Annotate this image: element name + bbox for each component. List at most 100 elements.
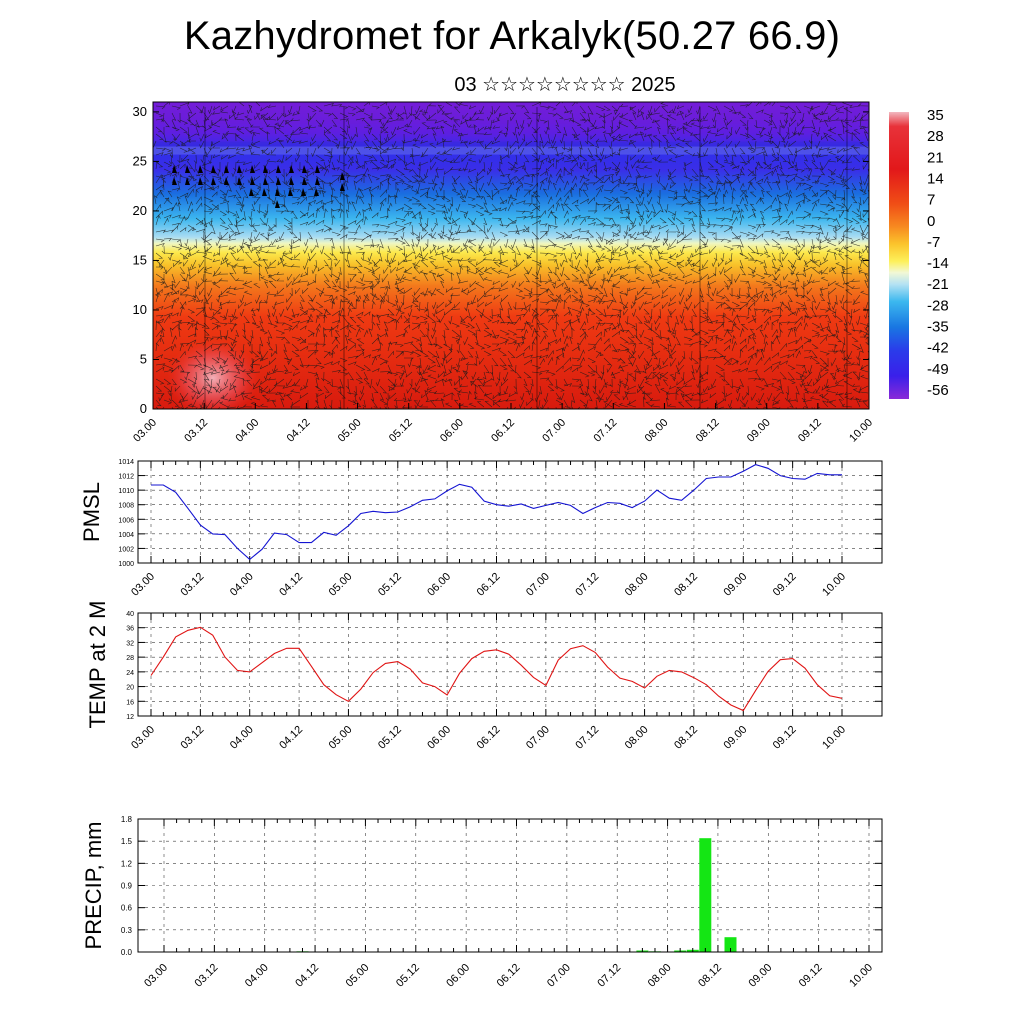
wind-flag xyxy=(249,188,254,196)
x-tick-label: 07.12 xyxy=(591,417,619,445)
colorbar-label: 21 xyxy=(927,149,944,166)
y-tick-label: 1008 xyxy=(118,503,134,510)
wind-flag xyxy=(237,165,242,173)
wind-flag xyxy=(250,177,255,185)
x-tick-label: 08.12 xyxy=(694,417,722,445)
wind-flag xyxy=(315,165,320,173)
wind-flag xyxy=(315,177,320,185)
x-tick-label: 03.00 xyxy=(129,571,157,599)
x-tick-label: 03.12 xyxy=(179,571,207,599)
wind-flag xyxy=(262,188,267,196)
wind-flag xyxy=(275,188,280,196)
wind-flag xyxy=(224,165,229,173)
y-tick-label: 1006 xyxy=(118,517,134,524)
colorbar-label: -28 xyxy=(927,297,949,314)
y-tick-label: 0.0 xyxy=(121,948,133,957)
column-lines xyxy=(204,107,848,409)
x-tick-label: 05.00 xyxy=(336,417,364,445)
x-tick-label: 04.12 xyxy=(277,724,305,752)
colorbar-label: -21 xyxy=(927,276,949,293)
x-tick-label: 03.12 xyxy=(182,417,210,445)
x-tick-label: 03.12 xyxy=(193,962,221,990)
x-tick-label: 08.00 xyxy=(623,724,651,752)
x-tick-label: 08.12 xyxy=(696,962,724,990)
x-tick-label: 10.00 xyxy=(820,571,848,599)
y-tick-label: 5 xyxy=(140,351,147,366)
temp-grid xyxy=(138,612,882,717)
y-tick-label: 25 xyxy=(133,153,147,168)
y-tick-label: 12 xyxy=(126,714,134,721)
cross-section-panel: 03.00 03.12 04.00 04.12 05.00 05.12 06.00 06.12… xyxy=(131,101,875,445)
x-tick-label: 06.00 xyxy=(425,724,453,752)
colorbar-label: -7 xyxy=(927,234,940,251)
x-tick-label: 03.00 xyxy=(142,962,170,990)
wind-barbs xyxy=(153,102,869,409)
y-tick-label: 20 xyxy=(133,203,147,218)
x-tick-label: 09.00 xyxy=(745,417,773,445)
x-tick-label: 09.00 xyxy=(721,571,749,599)
x-tick-label: 07.00 xyxy=(540,417,568,445)
wind-vectors xyxy=(153,102,869,409)
y-tick-label: 0 xyxy=(140,401,147,416)
y-tick-label: 1002 xyxy=(118,546,134,553)
x-tick-label: 09.00 xyxy=(746,962,774,990)
light-band xyxy=(153,146,869,155)
colorbar-label: 35 xyxy=(927,107,944,124)
x-tick-label: 05.12 xyxy=(376,724,404,752)
wind-flag xyxy=(263,165,268,173)
x-tick-label: 04.12 xyxy=(293,962,321,990)
wind-flag xyxy=(314,188,319,196)
pmsl-frame xyxy=(137,460,883,564)
x-tick-label: 05.12 xyxy=(394,962,422,990)
wind-flag xyxy=(289,165,294,173)
wind-flag xyxy=(211,165,216,173)
x-tick-label: 04.00 xyxy=(228,571,256,599)
x-tick-label: 06.00 xyxy=(425,571,453,599)
wind-flag xyxy=(302,165,307,173)
x-tick-label: 10.00 xyxy=(820,724,848,752)
y-tick-label: 0.6 xyxy=(121,904,133,913)
x-tick-label: 04.00 xyxy=(233,417,261,445)
wind-flag xyxy=(172,165,177,173)
wind-flag xyxy=(185,177,190,185)
precip-panel: 0.0 0.3 0.6 0.9 1.2 1.5 1.8 03.00 03.12 04.00 04.1… xyxy=(81,815,883,990)
temp-frame xyxy=(137,612,883,717)
x-tick-label: 06.12 xyxy=(475,724,503,752)
page-title: Kazhydromet for Arkalyk(50.27 66.9) xyxy=(183,14,841,58)
wind-flag xyxy=(250,165,255,173)
heatmap-field xyxy=(153,102,869,409)
colorbar: 35 28 21 14 7 0 -7 -14 -21 -28 -35 -42 -49 -56 xyxy=(889,107,949,399)
x-tick-label: 07.00 xyxy=(524,724,552,752)
y-tick-label: 16 xyxy=(126,699,134,706)
pmsl-series-line xyxy=(151,464,842,561)
x-tick-label: 07.00 xyxy=(545,962,573,990)
x-tick-label: 09.12 xyxy=(771,724,799,752)
precip-bar xyxy=(724,937,737,952)
x-tick-label: 10.00 xyxy=(847,417,875,445)
x-tick-label: 04.00 xyxy=(228,724,256,752)
x-tick-label: 08.00 xyxy=(643,417,671,445)
y-tick-label: 40 xyxy=(126,611,134,618)
x-tick-label: 05.00 xyxy=(327,724,355,752)
y-tick-label: 1012 xyxy=(118,474,134,481)
x-tick-label: 03.12 xyxy=(179,724,207,752)
wind-flag xyxy=(288,188,293,196)
x-tick-label: 05.00 xyxy=(327,571,355,599)
x-tick-label: 04.12 xyxy=(285,417,313,445)
colorbar-label: 7 xyxy=(927,192,935,209)
x-tick-label: 08.00 xyxy=(646,962,674,990)
x-tick-label: 09.12 xyxy=(796,417,824,445)
precip-ylabel: PRECIP, mm xyxy=(81,822,106,950)
page-subtitle: 03 ☆☆☆☆☆☆☆☆ 2025 xyxy=(454,74,676,96)
y-tick-label: 28 xyxy=(126,655,134,662)
wind-flag xyxy=(263,177,268,185)
colorbar-label: 28 xyxy=(927,128,944,145)
heatmap-overlay xyxy=(153,102,869,409)
x-tick-label: 09.00 xyxy=(721,724,749,752)
wind-flag xyxy=(340,172,345,180)
wind-flag xyxy=(172,177,177,185)
y-tick-label: 1014 xyxy=(118,459,134,466)
x-tick-label: 07.00 xyxy=(524,571,552,599)
wind-flag xyxy=(237,177,242,185)
